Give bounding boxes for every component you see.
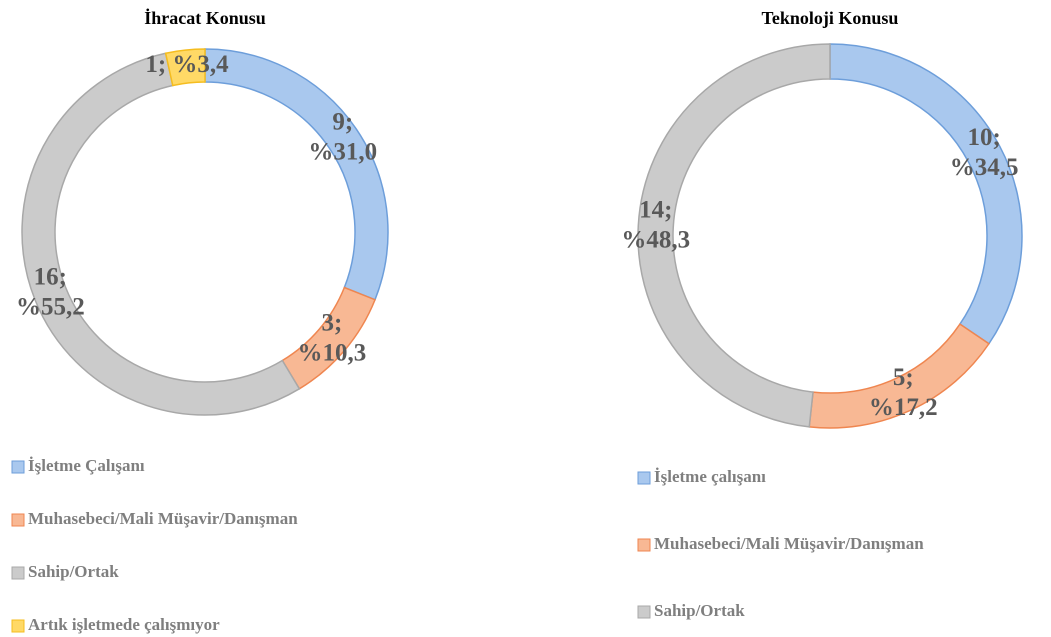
data-label: %10,3 bbox=[298, 340, 367, 367]
legend-label: Muhasebeci/Mali Müşavir/Danışman bbox=[654, 534, 924, 553]
data-label: %55,2 bbox=[16, 293, 85, 320]
data-label: 14; bbox=[639, 196, 672, 223]
legend-swatch bbox=[11, 513, 25, 527]
data-label: 5; bbox=[893, 364, 914, 391]
legend-label: İşletme Çalışanı bbox=[28, 456, 145, 475]
legend-swatch bbox=[11, 619, 25, 633]
donut-slice bbox=[637, 43, 831, 428]
chart-title: Teknoloji Konusu bbox=[762, 8, 899, 28]
donut-slice bbox=[164, 48, 206, 87]
data-label: 16; bbox=[34, 263, 67, 290]
legend-swatch bbox=[11, 460, 25, 474]
legend-label: Sahip/Ortak bbox=[654, 601, 745, 620]
chart-title: İhracat Konusu bbox=[144, 8, 266, 28]
legend-label: Muhasebeci/Mali Müşavir/Danışman bbox=[28, 509, 298, 528]
legend-swatch bbox=[11, 566, 25, 580]
data-label: %31,0 bbox=[308, 138, 377, 165]
data-label: 1; %3,4 bbox=[145, 51, 229, 78]
donut-slice bbox=[204, 48, 389, 301]
legend-swatch bbox=[637, 471, 651, 485]
legend-label: Sahip/Ortak bbox=[28, 562, 119, 581]
data-label: %17,2 bbox=[869, 394, 938, 421]
data-label: 3; bbox=[321, 310, 342, 337]
legend-label: İşletme çalışanı bbox=[654, 467, 766, 486]
data-label: %34,5 bbox=[950, 154, 1019, 181]
legend-label: Artık işletmede çalışmıyor bbox=[28, 615, 220, 634]
legend-swatch bbox=[637, 605, 651, 619]
donut-slice bbox=[281, 286, 376, 390]
data-label: %48,3 bbox=[621, 226, 690, 253]
data-label: 9; bbox=[332, 108, 353, 135]
data-label: 10; bbox=[968, 124, 1001, 151]
legend-swatch bbox=[637, 538, 651, 552]
donut-slice bbox=[21, 52, 301, 416]
donut-slice bbox=[829, 43, 1023, 345]
